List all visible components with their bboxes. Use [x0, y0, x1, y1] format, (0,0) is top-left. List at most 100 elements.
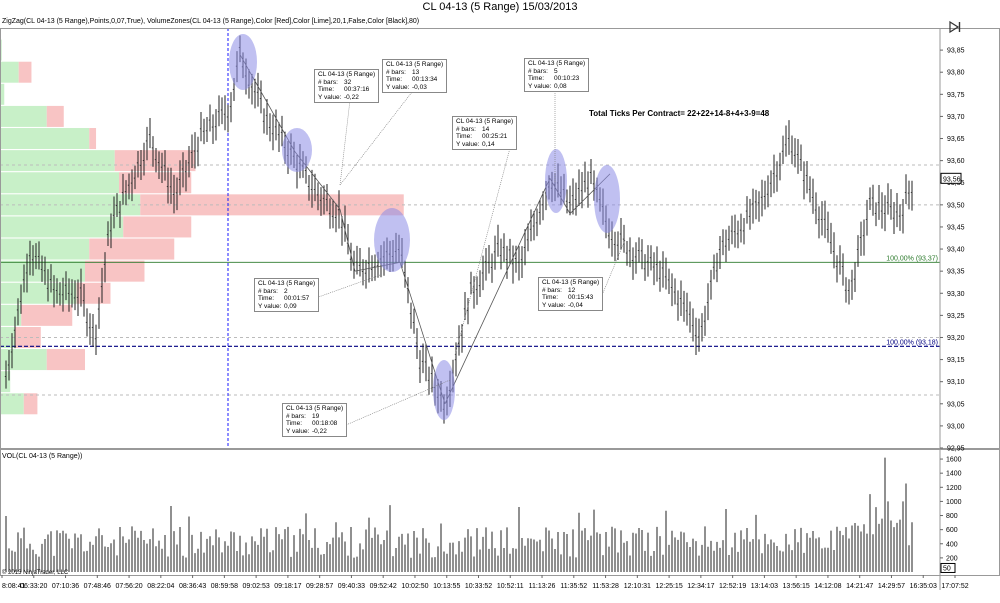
time-tick-label: 08:36:43 [179, 583, 206, 590]
volume-zone-down [89, 128, 97, 150]
last-volume-label: 50 [943, 565, 951, 572]
time-tick-label: 06:33:20 [20, 583, 47, 590]
swing-highlight [374, 208, 410, 272]
tooltip-key: # bars: [286, 412, 306, 420]
tooltip-key: Y value: [386, 83, 410, 91]
volume-tick-label: 1200 [946, 485, 962, 492]
time-tick-label: 07:10:36 [52, 583, 79, 590]
swing-tooltip: CL 04-13 (5 Range) # bars: 19 Time: 00:18:… [282, 403, 348, 437]
time-tick-label: 13:14:03 [751, 583, 778, 590]
tooltip-key: # bars: [318, 78, 338, 86]
tooltip-leader [339, 99, 351, 186]
tooltip-value: -0,04 [568, 301, 583, 309]
tooltip-key: Y value: [456, 140, 480, 148]
swing-highlight [433, 360, 455, 420]
volume-tick-label: 600 [946, 527, 958, 534]
chart-title: CL 04-13 (5 Range) 15/03/2013 [422, 1, 578, 13]
volume-zone-up [0, 83, 5, 105]
price-tick-label: 93,00 [947, 423, 965, 430]
fib-level-label: 100,00% (93,37) [886, 255, 938, 262]
tooltip-value: 00:25:21 [482, 133, 508, 140]
tooltip-key: Y value: [528, 82, 552, 90]
swing-highlight [229, 34, 257, 90]
tooltip-key: Time: [258, 295, 275, 302]
tooltip-value: 5 [554, 67, 558, 75]
time-tick-label: 14:29:57 [878, 583, 905, 590]
last-volume-box [940, 562, 956, 573]
price-tick-label: 93,85 [947, 48, 965, 55]
tooltip-value: 00:10:23 [554, 75, 580, 82]
copyright: © 2013 NinjaTrader, LLC [2, 570, 69, 576]
tooltip-leader [339, 91, 413, 186]
time-tick-label: 11:53:28 [592, 583, 619, 590]
time-tick-label: 10:52:11 [497, 583, 524, 590]
time-tick-label: 11:35:52 [560, 583, 587, 590]
tooltip-value: 12 [568, 286, 576, 294]
tooltip-value: 0,14 [482, 140, 495, 148]
volume-zone-down [18, 61, 32, 83]
price-tick-label: 93,50 [947, 202, 965, 209]
price-tick-label: 93,40 [947, 247, 965, 254]
price-tick-label: 93,25 [947, 313, 965, 320]
tooltip-key: Time: [286, 420, 303, 427]
tooltip-title: CL 04-13 (5 Range) [318, 71, 376, 78]
volume-zone-down [76, 282, 111, 304]
volume-zone-up [0, 393, 24, 415]
volume-zone-down [15, 326, 41, 348]
tooltip-key: Time: [386, 76, 403, 83]
time-tick-label: 12:10:31 [624, 583, 651, 590]
volume-zone-down [46, 349, 85, 371]
volume-tick-label: 1400 [946, 471, 962, 478]
volume-zone-down [89, 238, 175, 260]
price-tick-label: 93,35 [947, 269, 965, 276]
swing-tooltip: CL 04-13 (5 Range) # bars: 5 Time: 00:10:2… [524, 58, 590, 92]
axes: 93,8593,8093,7593,7093,6593,6093,5593,50… [0, 28, 1000, 590]
tooltip-leader [454, 147, 511, 356]
tooltip-value: 19 [312, 412, 320, 420]
swing-tooltip: CL 04-13 (5 Range) # bars: 12 Time: 00:15:… [538, 277, 604, 311]
volume-zone-up [0, 150, 115, 172]
tooltip-title: CL 04-13 (5 Range) [528, 60, 586, 67]
volume-zone-down [46, 105, 64, 127]
tooltip-leaders [309, 90, 626, 426]
time-tick-label: 09:40:33 [338, 583, 365, 590]
volume-zone-up [0, 304, 22, 326]
grid: 100,00% (93,37) 100,00% (93,18) [0, 28, 940, 448]
volume-zone-up [0, 194, 141, 216]
swing-tooltip: CL 04-13 (5 Range) # bars: 14 Time: 00:25:… [452, 116, 518, 150]
tooltip-value: 00:13:34 [412, 76, 438, 83]
volume-zone-down [85, 260, 145, 282]
tooltip-key: Y value: [258, 302, 282, 310]
volume-tick-label: 400 [946, 541, 958, 548]
tooltip-value: -0,03 [412, 83, 427, 91]
volume-zone-up [0, 282, 77, 304]
price-tick-label: 93,05 [947, 401, 965, 408]
tooltip-value: 00:18:08 [312, 420, 338, 427]
total-ticks-note: Total Ticks Per Contract= 22+22+14-8+4+3… [589, 109, 770, 118]
volume-zone-down [23, 393, 38, 415]
swing-highlight [594, 165, 620, 233]
volume-zone-up [0, 105, 47, 127]
time-tick-label: 16:35:03 [910, 583, 937, 590]
volume-zone-down [123, 216, 192, 238]
tooltip-value: 14 [482, 125, 490, 133]
time-tick-label: 07:48:46 [84, 583, 111, 590]
time-tick-label: 10:13:55 [433, 583, 460, 590]
tooltip-key: # bars: [258, 287, 278, 295]
tooltip-title: CL 04-13 (5 Range) [258, 280, 316, 287]
price-tick-label: 93,75 [947, 92, 965, 99]
tooltip-leader [345, 379, 451, 426]
volume-label: VOL(CL 04-13 (5 Range)) [2, 453, 83, 460]
volume-tick-label: 200 [946, 555, 958, 562]
skip-to-end-icon[interactable] [948, 20, 962, 34]
volume-zone-up [0, 128, 90, 150]
highlight-ellipses [229, 34, 620, 420]
price-tick-label: 93,80 [947, 70, 965, 77]
volume-zone-up [0, 172, 119, 194]
tooltip-key: # bars: [386, 68, 406, 76]
fib-level-label: 100,00% (93,18) [886, 339, 938, 346]
price-tick-label: 93,65 [947, 136, 965, 143]
time-tick-label: 17:07:52 [941, 583, 968, 590]
volume-zone-up [0, 216, 124, 238]
